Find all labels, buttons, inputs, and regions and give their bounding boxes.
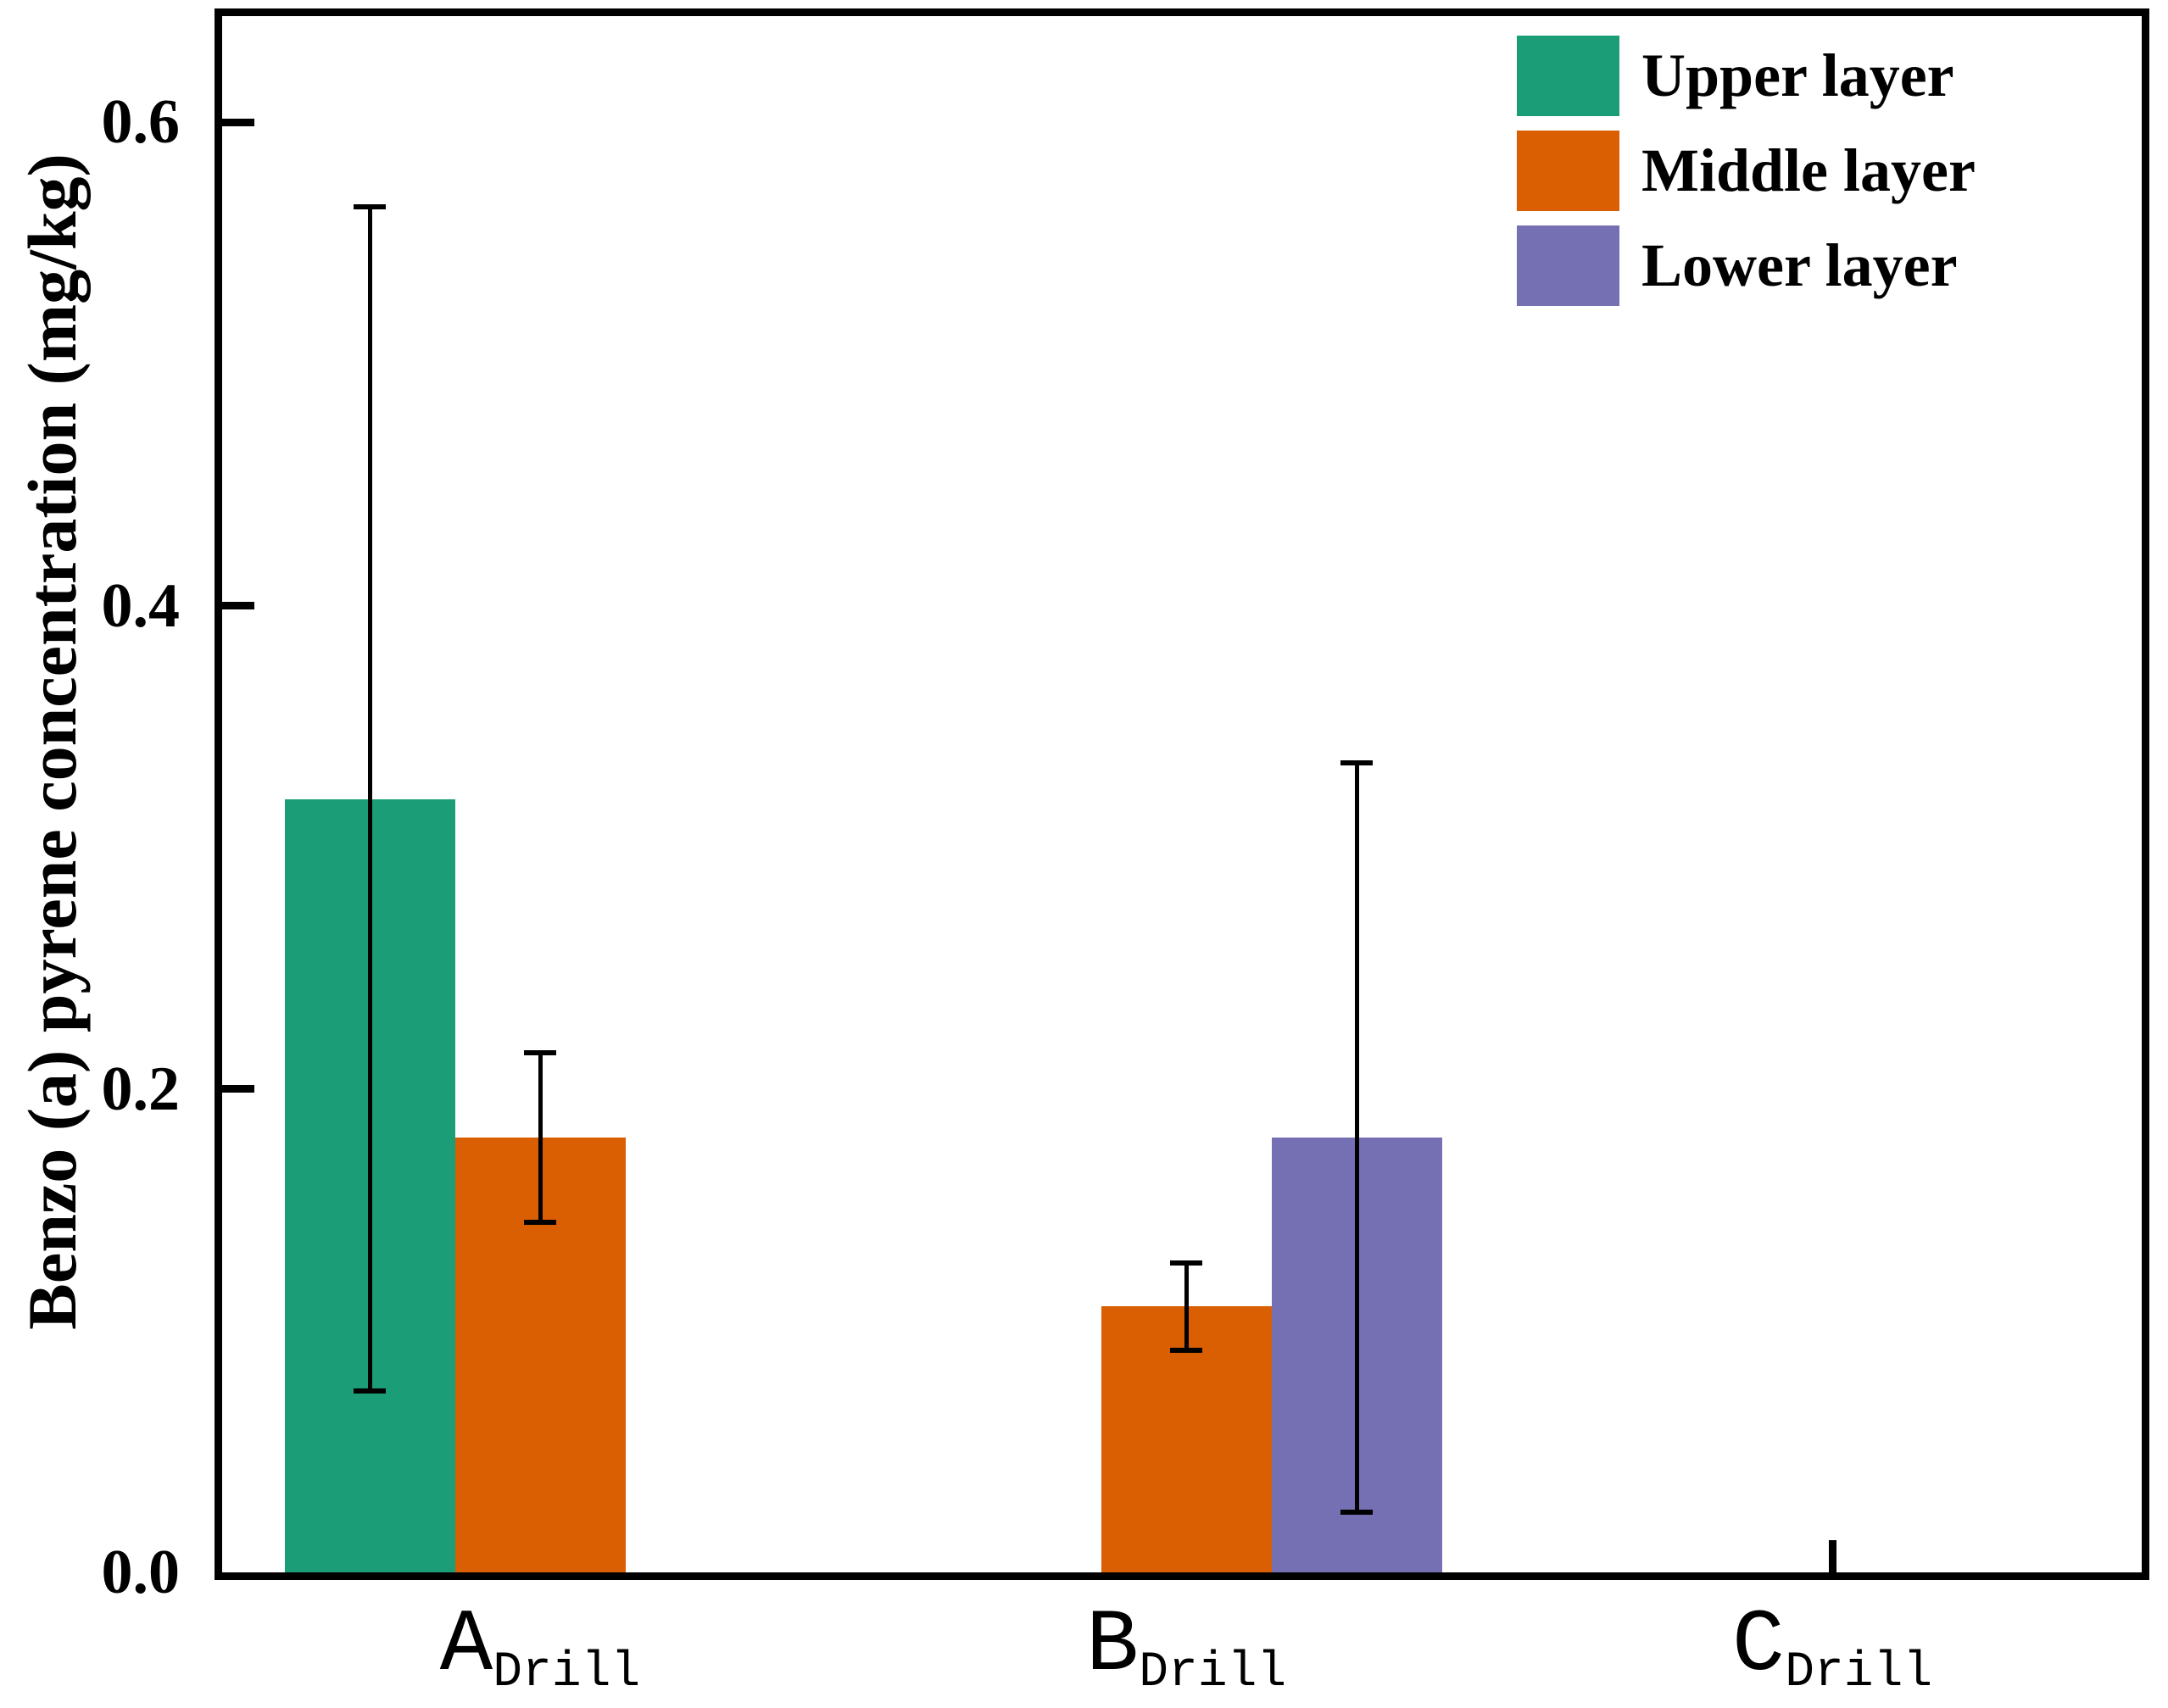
error-bar-cap-bottom (1340, 1509, 1373, 1515)
y-tick-0.4 (222, 602, 254, 610)
error-bar-cap-bottom (354, 1388, 386, 1394)
x-tick-label-subscript: Drill (493, 1644, 641, 1700)
error-bar-cap-top (354, 204, 386, 210)
x-tick-label-C: CDrill (1612, 1602, 2053, 1697)
x-tick-label-B: BDrill (966, 1602, 1407, 1697)
y-tick-label-0.4: 0.4 (101, 570, 181, 641)
error-bar-cap-top (1340, 759, 1373, 765)
error-bar-cap-bottom (524, 1219, 556, 1225)
legend-swatch (1517, 131, 1619, 211)
legend-label: Upper layer (1641, 42, 1954, 109)
error-bar-cap-top (1170, 1260, 1202, 1266)
y-tick-label-0.6: 0.6 (101, 87, 181, 158)
x-tick-label-subscript: Drill (1139, 1644, 1287, 1700)
x-tick-label-A: ADrill (320, 1602, 761, 1697)
error-bar-line (1354, 762, 1359, 1512)
error-bar-cap-top (524, 1050, 556, 1056)
y-axis-label: Benzo (a) pyrene concentration (mg/kg) (14, 153, 91, 1330)
legend-swatch (1517, 225, 1619, 306)
y-tick-0.6 (222, 118, 254, 126)
x-tick-label-subscript: Drill (1785, 1644, 1933, 1700)
error-bar-cap-bottom (1170, 1347, 1202, 1353)
legend-item-lower-layer: Lower layer (1517, 225, 1976, 306)
x-tick-label-main: B (1085, 1596, 1140, 1696)
error-bar-line (538, 1053, 543, 1222)
legend-item-upper-layer: Upper layer (1517, 36, 1976, 116)
plot-area: Upper layer Middle layer Lower layer (215, 8, 2149, 1580)
x-tick-label-main: A (439, 1596, 493, 1696)
legend-item-middle-layer: Middle layer (1517, 131, 1976, 211)
legend-swatch (1517, 36, 1619, 116)
legend-label: Lower layer (1641, 231, 1958, 299)
y-tick-label-0.2: 0.2 (101, 1054, 181, 1124)
y-tick-0.2 (222, 1085, 254, 1093)
error-bar-line (367, 207, 372, 1392)
error-bar-line (1184, 1263, 1189, 1350)
legend: Upper layer Middle layer Lower layer (1517, 36, 1976, 320)
x-tick-label-main: C (1731, 1596, 1786, 1696)
y-tick-label-0.0: 0.0 (101, 1538, 181, 1607)
x-tick-C (1828, 1540, 1836, 1572)
legend-label: Middle layer (1641, 136, 1976, 204)
